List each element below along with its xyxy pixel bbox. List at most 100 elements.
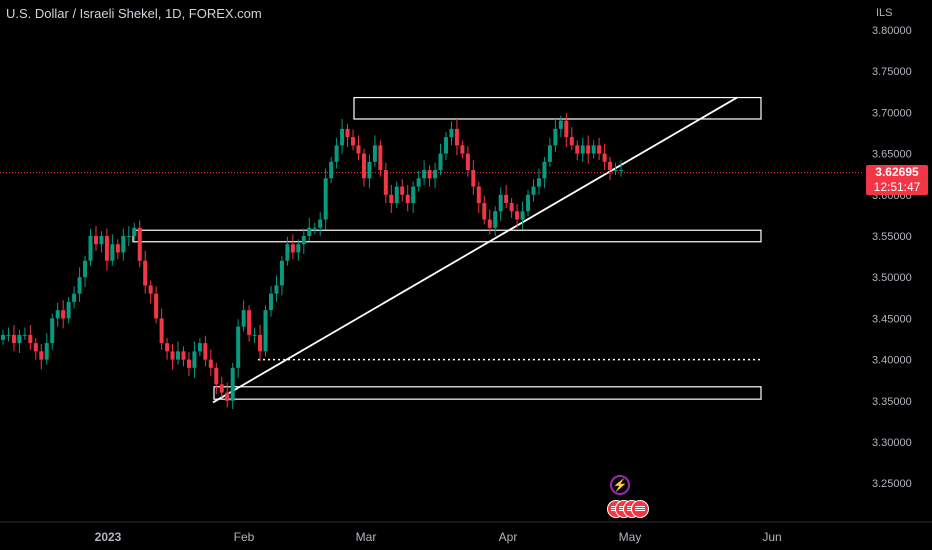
candle-body — [176, 351, 181, 360]
candle-body — [378, 145, 383, 171]
candle-body — [247, 310, 252, 335]
candle-body — [192, 351, 197, 368]
candle-body — [515, 211, 520, 220]
candle-body — [181, 351, 186, 360]
candle-body — [608, 161, 613, 171]
candle-body — [493, 211, 498, 228]
candle-body — [197, 343, 202, 352]
candle-body — [159, 318, 164, 344]
candle-body — [72, 293, 77, 302]
time-tick-label: Jun — [762, 530, 781, 544]
candle-body — [77, 277, 82, 294]
us-flag-icon[interactable] — [631, 500, 649, 518]
candle-body — [318, 219, 323, 228]
last-price-value: 3.62695 — [875, 165, 919, 179]
time-tick-label: 2023 — [95, 530, 122, 544]
time-tick-label: Feb — [234, 530, 255, 544]
candle-body — [279, 260, 284, 286]
candle-body — [329, 161, 334, 179]
candle-body — [33, 343, 38, 352]
zone-rectangle — [213, 386, 762, 400]
candle-body — [301, 236, 306, 245]
chart-title: U.S. Dollar / Israeli Shekel, 1D, FOREX.… — [6, 6, 262, 21]
candlestick-series — [1, 113, 623, 410]
candle-body — [597, 145, 602, 154]
zone-rectangle — [132, 229, 762, 243]
candle-body — [498, 194, 503, 212]
candle-body — [482, 203, 487, 220]
candle-body — [471, 170, 476, 187]
candle-body — [236, 326, 241, 368]
candle-body — [526, 194, 531, 212]
candle-body — [230, 367, 235, 401]
time-tick-label: Apr — [499, 530, 518, 544]
candle-body — [258, 334, 263, 352]
candle-body — [121, 236, 126, 253]
time-axis: 2023 Feb Mar Apr May Jun — [95, 530, 782, 544]
candle-body — [104, 236, 109, 261]
candle-body — [88, 236, 93, 261]
candle-body — [28, 334, 33, 344]
price-tick-label: 3.40000 — [872, 355, 912, 367]
candle-body — [553, 128, 558, 146]
candle-body — [208, 359, 213, 368]
candle-body — [569, 137, 574, 146]
candle-body — [389, 194, 394, 204]
candle-body — [454, 128, 459, 146]
candle-body — [268, 293, 273, 311]
candle-body — [61, 310, 66, 319]
lightning-icon[interactable]: ⚡ — [610, 475, 630, 495]
price-tick-label: 3.25000 — [872, 478, 912, 490]
candle-body — [411, 186, 416, 204]
candle-body — [334, 145, 339, 162]
candle-body — [323, 178, 328, 220]
candle-body — [39, 351, 44, 360]
price-tick-label: 3.55000 — [872, 231, 912, 243]
candle-body — [602, 153, 607, 162]
candle-body — [312, 227, 317, 229]
candle-body — [6, 334, 11, 336]
candle-body — [619, 170, 623, 172]
candle-body — [345, 128, 350, 138]
price-tick-label: 3.35000 — [872, 396, 912, 408]
candle-body — [340, 128, 345, 146]
candle-body — [296, 244, 301, 253]
candle-body — [422, 170, 427, 179]
candle-body — [252, 334, 257, 336]
candle-body — [1, 334, 5, 340]
candle-body — [460, 145, 465, 154]
candle-body — [170, 351, 175, 360]
candle-body — [356, 145, 361, 154]
candle-body — [575, 145, 580, 154]
candle-body — [44, 343, 49, 360]
price-tick-label: 3.65000 — [872, 149, 912, 161]
price-tick-label: 3.70000 — [872, 107, 912, 119]
candle-body — [186, 359, 191, 368]
candle-body — [225, 392, 230, 401]
candle-body — [361, 153, 366, 179]
time-tick-label: Mar — [356, 530, 377, 544]
candle-body — [531, 186, 536, 195]
candle-body — [115, 244, 120, 253]
candle-body — [214, 367, 219, 385]
price-tick-label: 3.30000 — [872, 437, 912, 449]
candle-body — [148, 285, 153, 294]
economic-events[interactable] — [607, 500, 653, 518]
time-tick-label: May — [619, 530, 642, 544]
candle-body — [394, 186, 399, 204]
candle-body — [443, 137, 448, 154]
candle-body — [367, 161, 372, 179]
price-tick-label: 3.45000 — [872, 313, 912, 325]
candle-body — [613, 170, 618, 172]
candle-body — [465, 153, 470, 171]
candle-body — [547, 145, 552, 162]
candle-body — [11, 334, 16, 344]
candle-body — [509, 203, 514, 212]
candle-body — [416, 178, 421, 187]
price-tick-label: 3.80000 — [872, 25, 912, 37]
candle-body — [504, 194, 509, 204]
candle-body — [351, 137, 356, 146]
price-tick-label: 3.50000 — [872, 272, 912, 284]
candle-body — [285, 244, 290, 261]
